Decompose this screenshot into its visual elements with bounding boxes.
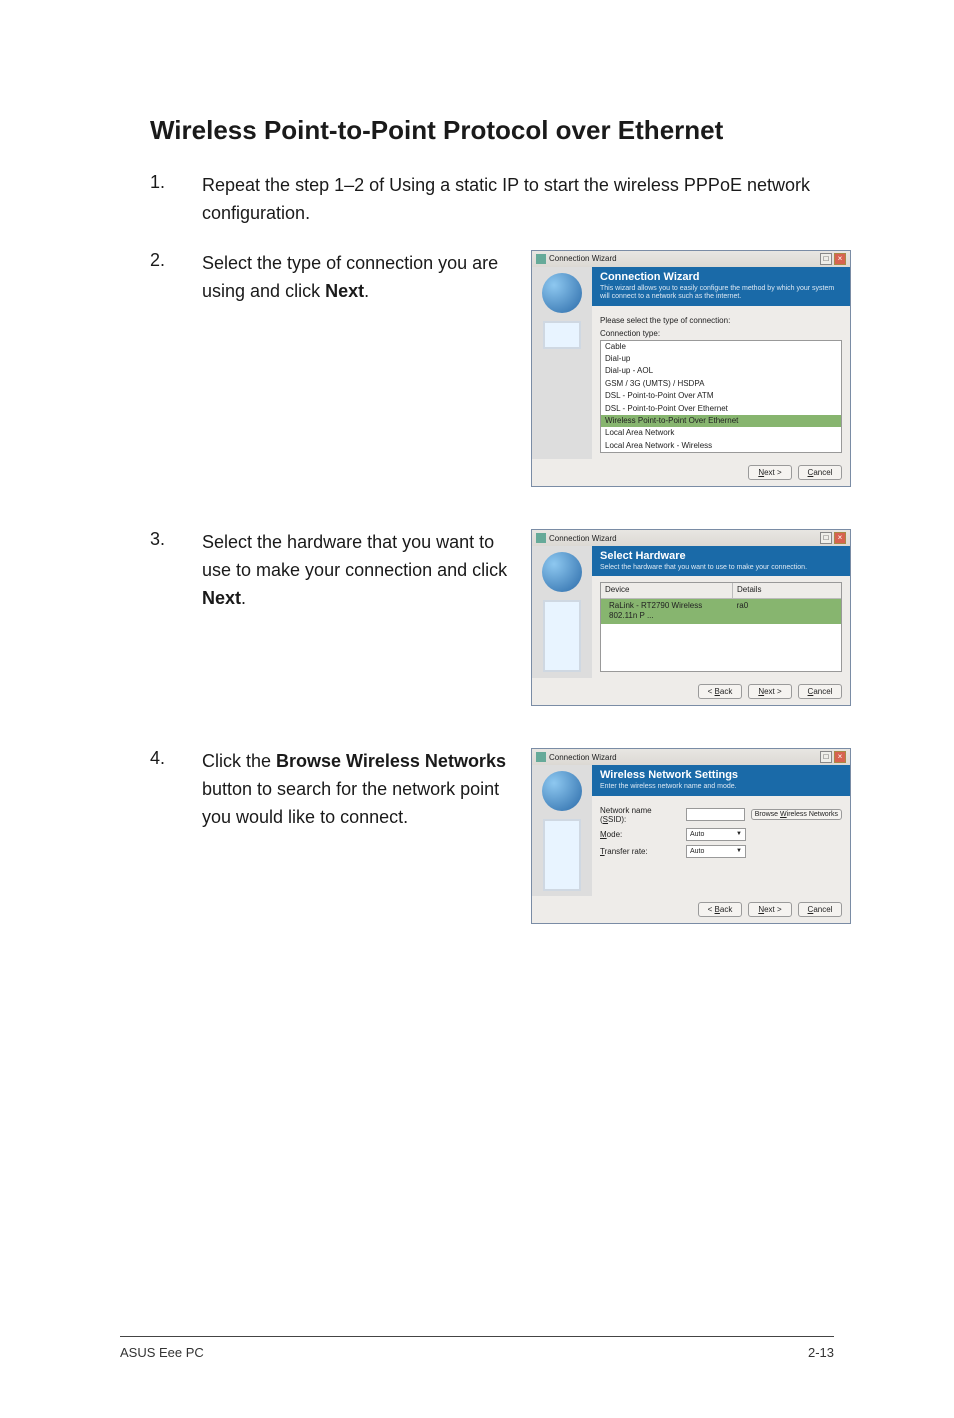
back-button[interactable]: < Back xyxy=(698,684,742,699)
step-3: 3. Select the hardware that you want to … xyxy=(150,529,834,706)
step-number: 1. xyxy=(150,172,202,193)
dialog-sidebar-image xyxy=(532,546,592,678)
dialog-header-subtitle: Enter the wireless network name and mode… xyxy=(600,783,842,791)
dialog-footer: < Back Next > Cancel xyxy=(532,896,850,923)
close-icon[interactable]: × xyxy=(834,751,846,763)
step-text-part: . xyxy=(241,588,246,608)
cell-device: RaLink - RT2790 Wireless 802.11n P ... xyxy=(605,600,733,623)
dialog-footer: Next > Cancel xyxy=(532,459,850,486)
mode-dropdown[interactable]: Auto▼ xyxy=(686,828,746,841)
ssid-input[interactable] xyxy=(686,808,745,821)
dialog-header-subtitle: This wizard allows you to easily configu… xyxy=(600,285,842,302)
step-text-bold: Next xyxy=(325,281,364,301)
step-text-bold: Browse Wireless Networks xyxy=(276,751,506,771)
cancel-button[interactable]: Cancel xyxy=(798,902,842,917)
footer-right: 2-13 xyxy=(808,1345,834,1360)
transfer-rate-label: Transfer rate: xyxy=(600,847,680,856)
minimize-icon[interactable]: □ xyxy=(820,253,832,265)
step-text-part: Select the hardware that you want to use… xyxy=(202,532,507,580)
dialog-header: Connection Wizard This wizard allows you… xyxy=(592,267,850,306)
step-text: Select the hardware that you want to use… xyxy=(202,529,517,613)
column-header-details: Details xyxy=(733,583,841,597)
hardware-listbox[interactable]: Device Details RaLink - RT2790 Wireless … xyxy=(600,582,842,672)
dialog-header-subtitle: Select the hardware that you want to use… xyxy=(600,564,842,572)
dialog-title: Connection Wizard xyxy=(549,753,617,762)
list-item[interactable]: Cable xyxy=(601,341,841,353)
table-row-selected[interactable]: RaLink - RT2790 Wireless 802.11n P ... r… xyxy=(601,599,841,624)
dialog-title: Connection Wizard xyxy=(549,534,617,543)
section-heading: Wireless Point-to-Point Protocol over Et… xyxy=(150,115,834,146)
step-4: 4. Click the Browse Wireless Networks bu… xyxy=(150,748,834,923)
next-button[interactable]: Next > xyxy=(748,465,792,480)
minimize-icon[interactable]: □ xyxy=(820,751,832,763)
back-button[interactable]: < Back xyxy=(698,902,742,917)
step-2: 2. Select the type of connection you are… xyxy=(150,250,834,487)
app-icon xyxy=(536,254,546,264)
step-text: Click the Browse Wireless Networks butto… xyxy=(202,748,517,832)
page-footer: ASUS Eee PC 2-13 xyxy=(120,1336,834,1360)
connection-type-label: Connection type: xyxy=(600,329,842,338)
step-number: 4. xyxy=(150,748,202,769)
mode-label: Mode: xyxy=(600,830,680,839)
cancel-button[interactable]: Cancel xyxy=(798,465,842,480)
dialog-header: Wireless Network Settings Enter the wire… xyxy=(592,765,850,795)
list-item[interactable]: Dial-up xyxy=(601,353,841,365)
dialog-header-title: Wireless Network Settings xyxy=(600,769,842,781)
dialog-titlebar: Connection Wizard □ × xyxy=(532,530,850,546)
list-item[interactable]: Local Area Network - Wireless xyxy=(601,440,841,452)
minimize-icon[interactable]: □ xyxy=(820,532,832,544)
cell-details: ra0 xyxy=(733,600,837,623)
step-text: Repeat the step 1–2 of Using a static IP… xyxy=(202,172,834,228)
dialog-sidebar-image xyxy=(532,267,592,459)
connection-type-listbox[interactable]: Cable Dial-up Dial-up - AOL GSM / 3G (UM… xyxy=(600,340,842,454)
list-item-selected[interactable]: Wireless Point-to-Point Over Ethernet xyxy=(601,415,841,427)
transfer-rate-dropdown[interactable]: Auto▼ xyxy=(686,845,746,858)
step-number: 3. xyxy=(150,529,202,550)
wireless-settings-dialog: Connection Wizard □ × Wireless Network S… xyxy=(531,748,851,923)
list-item[interactable]: DSL - Point-to-Point Over Ethernet xyxy=(601,403,841,415)
chevron-down-icon: ▼ xyxy=(736,831,742,837)
app-icon xyxy=(536,533,546,543)
list-item[interactable]: Local Area Network xyxy=(601,427,841,439)
close-icon[interactable]: × xyxy=(834,253,846,265)
list-item[interactable]: DSL - Point-to-Point Over ATM xyxy=(601,390,841,402)
browse-wireless-networks-button[interactable]: Browse Wireless Networks xyxy=(751,809,842,820)
step-text-bold: Next xyxy=(202,588,241,608)
step-text-part: . xyxy=(364,281,369,301)
footer-left: ASUS Eee PC xyxy=(120,1345,204,1360)
dialog-footer: < Back Next > Cancel xyxy=(532,678,850,705)
dialog-titlebar: Connection Wizard □ × xyxy=(532,251,850,267)
step-1: 1. Repeat the step 1–2 of Using a static… xyxy=(150,172,834,228)
step-text: Select the type of connection you are us… xyxy=(202,250,517,306)
chevron-down-icon: ▼ xyxy=(736,848,742,854)
dialog-titlebar: Connection Wizard □ × xyxy=(532,749,850,765)
ssid-label: Network name (SSID): xyxy=(600,806,680,824)
next-button[interactable]: Next > xyxy=(748,684,792,699)
connection-wizard-dialog: Connection Wizard □ × Connection Wizard xyxy=(531,250,851,487)
step-text-part: button to search for the network point y… xyxy=(202,779,499,827)
cancel-button[interactable]: Cancel xyxy=(798,684,842,699)
page-content: Wireless Point-to-Point Protocol over Et… xyxy=(0,0,954,986)
dialog-header-title: Select Hardware xyxy=(600,550,842,562)
column-header-device: Device xyxy=(601,583,733,597)
next-button[interactable]: Next > xyxy=(748,902,792,917)
list-item[interactable]: Dial-up - AOL xyxy=(601,365,841,377)
close-icon[interactable]: × xyxy=(834,532,846,544)
list-item[interactable]: GSM / 3G (UMTS) / HSDPA xyxy=(601,378,841,390)
dialog-header: Select Hardware Select the hardware that… xyxy=(592,546,850,576)
dialog-title: Connection Wizard xyxy=(549,254,617,263)
dialog-header-title: Connection Wizard xyxy=(600,271,842,283)
step-number: 2. xyxy=(150,250,202,271)
app-icon xyxy=(536,752,546,762)
prompt-label: Please select the type of connection: xyxy=(600,316,842,325)
dialog-sidebar-image xyxy=(532,765,592,895)
step-text-part: Click the xyxy=(202,751,276,771)
select-hardware-dialog: Connection Wizard □ × Select Hardware xyxy=(531,529,851,706)
